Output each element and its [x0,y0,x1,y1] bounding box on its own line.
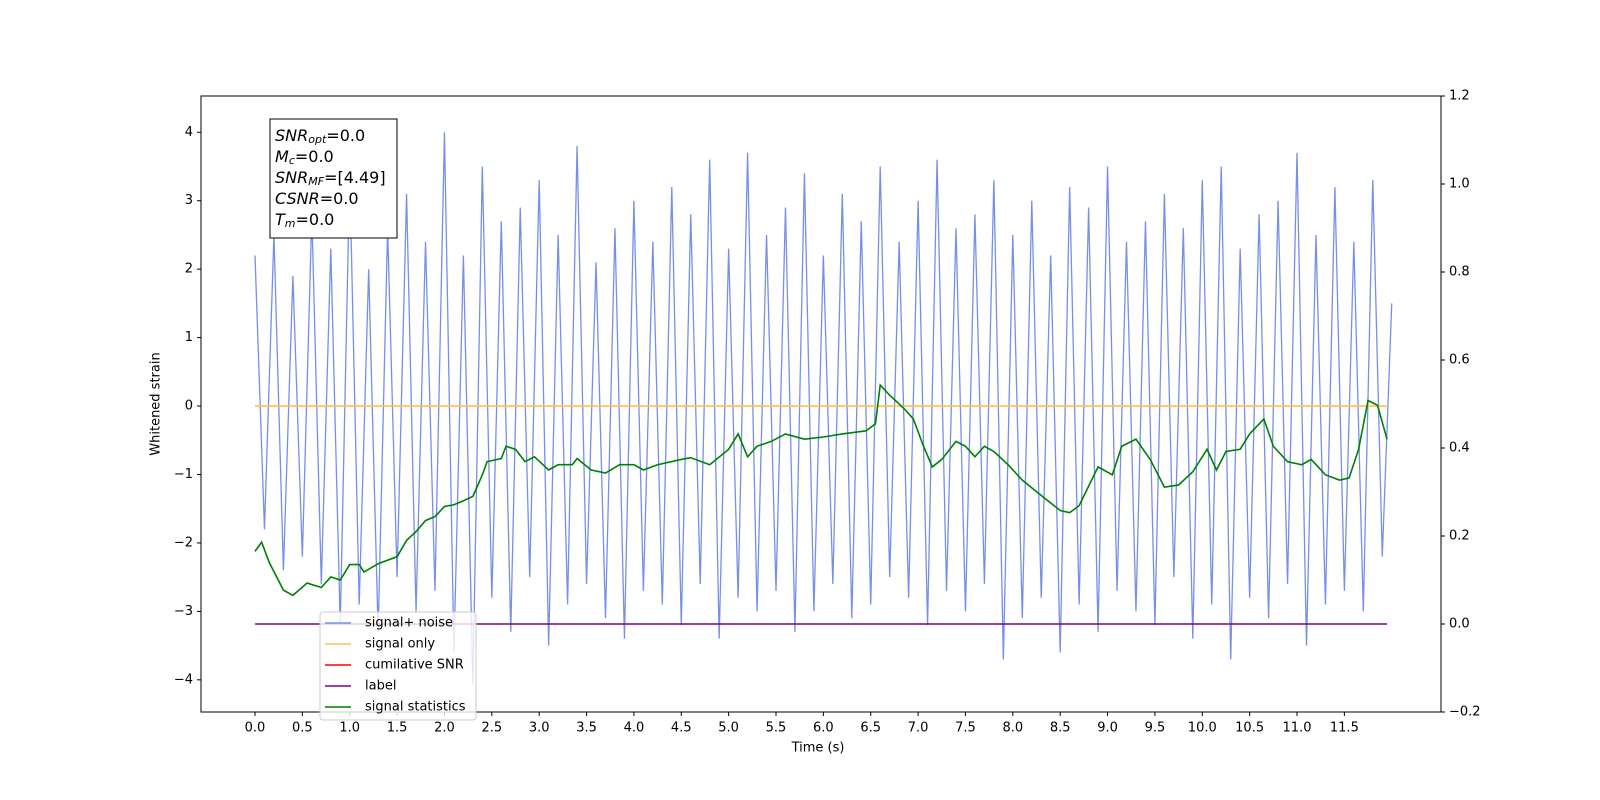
legend-label: cumilative SNR [365,658,464,673]
y2-tick-label: 1.2 [1449,89,1470,104]
x-tick-label: 3.0 [529,721,550,736]
y-tick-label: 4 [185,125,193,140]
y-axis-label: Whitened strain [149,352,164,455]
annotation: Tm=0.0 [275,210,334,231]
legend-label: signal statistics [365,700,466,715]
y-tick-label: −1 [174,467,193,482]
annotation-text: =0.0 [320,189,359,208]
annotation-name: M [275,147,289,166]
y2-tick-label: −0.2 [1449,705,1481,720]
x-tick-label: 9.5 [1145,721,1166,736]
annotation: SNRopt=0.0 [275,126,365,147]
x-tick-label: 0.5 [292,721,313,736]
x-tick-label: 6.5 [860,721,881,736]
annotation-sub: opt [308,133,327,146]
annotation: SNRMF=[4.49] [275,168,386,189]
y2-tick-label: 1.0 [1449,177,1470,192]
annotation-box [269,118,398,239]
x-tick-label: 10.5 [1235,721,1264,736]
annotation-name: CSNR [275,189,320,208]
x-axis-label: Time (s) [791,741,845,756]
x-tick-label: 6.0 [813,721,834,736]
y-tick-label: 0 [185,399,193,414]
x-tick-label: 11.0 [1283,721,1312,736]
annotation-sub: MF [308,175,324,188]
annotation-text: =0.0 [296,210,335,229]
y-tick-label: 3 [185,193,193,208]
x-tick-label: 11.5 [1330,721,1359,736]
y-tick-label: −3 [174,604,193,619]
annotation: Mc=0.0 [275,147,334,168]
x-tick-label: 7.0 [908,721,929,736]
y-tick-label: 1 [185,330,193,345]
x-tick-label: 4.5 [671,721,692,736]
x-tick-label: 9.0 [1097,721,1118,736]
annotation-name: T [275,210,286,229]
x-tick-label: 1.5 [387,721,408,736]
annotation-text: =0.0 [295,147,334,166]
y2-tick-label: 0.8 [1449,265,1470,280]
x-tick-label: 7.5 [955,721,976,736]
series-line [254,383,1388,597]
legend-label: label [365,679,396,694]
x-tick-label: 2.0 [434,721,455,736]
series-line [254,132,1393,684]
x-tick-label: 10.0 [1188,721,1217,736]
x-tick-label: 3.5 [576,721,597,736]
y-tick-label: 2 [185,262,193,277]
x-tick-label: 1.0 [339,721,360,736]
annotation-sub: m [285,217,296,230]
x-tick-label: 8.5 [1050,721,1071,736]
annotation-name: SNR [275,168,308,187]
annotation: CSNR=0.0 [275,189,359,208]
y2-tick-label: 0.0 [1449,617,1470,632]
annotation-name: SNR [275,126,308,145]
x-tick-label: 4.0 [624,721,645,736]
y-tick-label: −2 [174,535,193,550]
legend-label: signal+ noise [365,616,453,631]
y-tick-label: −4 [174,672,193,687]
annotation-text: =0.0 [326,126,365,145]
legend-box [319,611,477,721]
x-tick-label: 8.0 [1002,721,1023,736]
x-tick-label: 5.5 [766,721,787,736]
x-tick-label: 2.5 [481,721,502,736]
y2-tick-label: 0.4 [1449,441,1470,456]
x-tick-label: 0.0 [245,721,266,736]
annotation-sub: c [289,154,295,167]
plot-frame [200,95,1442,713]
annotation-text: =[4.49] [324,168,386,187]
y2-tick-label: 0.2 [1449,529,1470,544]
y2-tick-label: 0.6 [1449,353,1470,368]
legend-label: signal only [365,637,435,652]
x-tick-label: 5.0 [718,721,739,736]
